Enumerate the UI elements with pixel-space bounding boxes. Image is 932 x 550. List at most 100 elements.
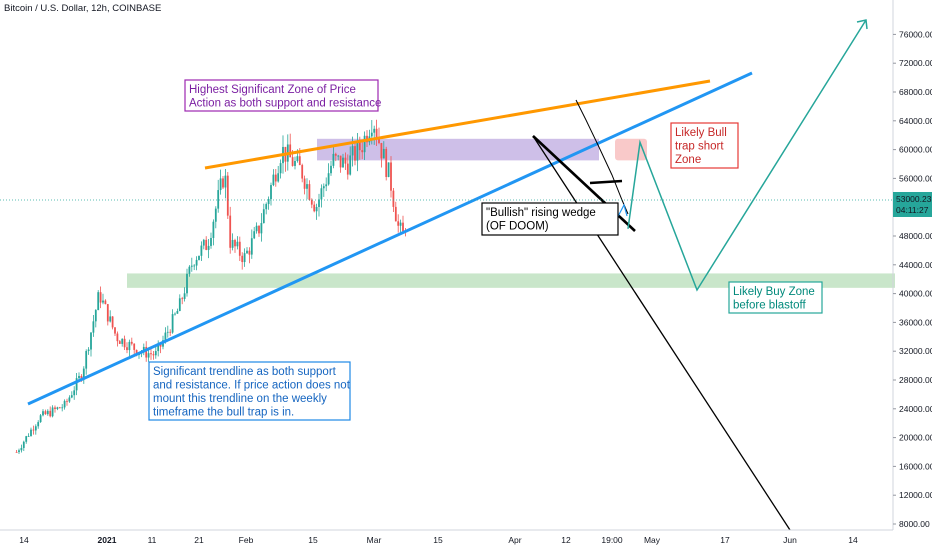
candle[interactable] <box>339 155 342 173</box>
buy-zone-band[interactable] <box>127 273 895 288</box>
candle[interactable] <box>327 163 330 186</box>
current-price-tag[interactable] <box>893 191 932 217</box>
candle[interactable] <box>73 386 76 400</box>
candle[interactable] <box>178 294 181 312</box>
wedge-upper-line[interactable] <box>575 99 629 215</box>
candle[interactable] <box>349 146 352 176</box>
candle[interactable] <box>44 409 47 415</box>
breakdown-projection-line[interactable] <box>532 135 791 531</box>
candle[interactable] <box>27 433 30 437</box>
candle[interactable] <box>126 342 128 354</box>
candle[interactable] <box>109 310 112 323</box>
candle[interactable] <box>30 427 32 437</box>
candle[interactable] <box>123 335 126 351</box>
candle[interactable] <box>342 153 344 168</box>
candle[interactable] <box>346 154 349 180</box>
candle[interactable] <box>128 339 131 357</box>
candle[interactable] <box>166 325 169 338</box>
candle[interactable] <box>171 309 174 334</box>
candle[interactable] <box>356 133 359 172</box>
candle[interactable] <box>200 241 203 261</box>
candle[interactable] <box>318 193 320 217</box>
buy-zone-note[interactable]: Likely Buy Zone before blastoff <box>728 281 823 314</box>
candle[interactable] <box>42 409 44 417</box>
candle[interactable] <box>205 236 208 251</box>
candle[interactable] <box>114 326 116 337</box>
candle[interactable] <box>94 309 97 328</box>
candle[interactable] <box>25 435 28 444</box>
candle[interactable] <box>188 265 191 277</box>
candle[interactable] <box>70 391 73 399</box>
candle[interactable] <box>56 406 59 411</box>
candle[interactable] <box>58 406 61 409</box>
candle[interactable] <box>243 248 246 267</box>
candle[interactable] <box>337 154 340 161</box>
candle[interactable] <box>49 406 52 418</box>
candle[interactable] <box>274 169 277 187</box>
candle[interactable] <box>301 163 304 183</box>
candle[interactable] <box>154 345 157 359</box>
major-trendline[interactable] <box>27 71 753 406</box>
candle[interactable] <box>54 405 56 413</box>
candle[interactable] <box>373 125 376 145</box>
projection-path[interactable] <box>627 19 867 292</box>
candle[interactable] <box>61 404 64 412</box>
candle[interactable] <box>308 180 311 201</box>
candle[interactable] <box>66 398 68 406</box>
candle[interactable] <box>224 169 227 199</box>
candle[interactable] <box>330 160 332 176</box>
candle[interactable] <box>169 329 172 336</box>
candle[interactable] <box>236 236 239 250</box>
candle[interactable] <box>190 257 193 272</box>
candle[interactable] <box>378 127 380 145</box>
candle[interactable] <box>262 203 265 224</box>
candle[interactable] <box>207 238 210 259</box>
candle[interactable] <box>116 331 119 347</box>
candle[interactable] <box>198 255 200 261</box>
wedge-flat-line[interactable] <box>589 179 623 185</box>
candle[interactable] <box>152 351 155 360</box>
candle[interactable] <box>217 179 220 213</box>
candle[interactable] <box>20 444 23 453</box>
candle[interactable] <box>258 225 260 237</box>
candle[interactable] <box>375 119 378 146</box>
candle[interactable] <box>39 413 42 423</box>
candle[interactable] <box>118 340 121 344</box>
candle[interactable] <box>248 247 251 264</box>
candle[interactable] <box>246 247 248 254</box>
candle[interactable] <box>294 156 296 170</box>
candle[interactable] <box>15 449 18 453</box>
candle[interactable] <box>222 176 224 190</box>
candle[interactable] <box>315 203 318 220</box>
candle[interactable] <box>385 146 388 181</box>
candle[interactable] <box>183 287 186 302</box>
candle[interactable] <box>320 184 323 208</box>
candle[interactable] <box>255 222 258 234</box>
candle[interactable] <box>284 146 287 172</box>
candle[interactable] <box>303 175 306 195</box>
candle[interactable] <box>102 293 104 305</box>
candle[interactable] <box>234 238 236 253</box>
candle[interactable] <box>85 349 88 375</box>
candle[interactable] <box>306 178 308 200</box>
candle[interactable] <box>272 169 275 187</box>
candle[interactable] <box>63 399 66 410</box>
candle[interactable] <box>111 316 114 330</box>
candle[interactable] <box>104 299 107 305</box>
candle[interactable] <box>219 169 222 195</box>
candle[interactable] <box>250 229 253 259</box>
candle[interactable] <box>313 201 316 213</box>
candle[interactable] <box>106 303 109 326</box>
candle[interactable] <box>37 420 40 429</box>
candle[interactable] <box>267 196 270 210</box>
candle[interactable] <box>87 347 90 355</box>
candle[interactable] <box>394 201 397 222</box>
candle[interactable] <box>186 268 188 297</box>
candle[interactable] <box>402 215 404 232</box>
candle[interactable] <box>241 252 244 270</box>
candle[interactable] <box>90 332 92 357</box>
candle[interactable] <box>174 312 176 316</box>
candle[interactable] <box>97 290 100 311</box>
candle[interactable] <box>310 198 313 209</box>
candle[interactable] <box>260 213 263 242</box>
